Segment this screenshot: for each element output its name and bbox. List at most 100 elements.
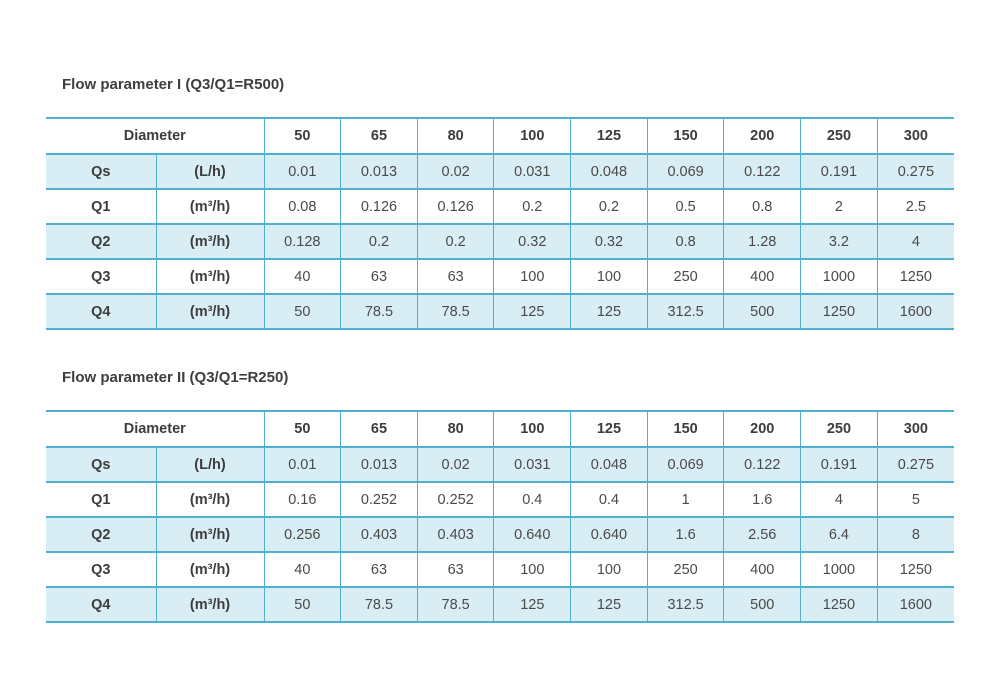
value-cell: 125 [493,587,571,622]
value-cell: 63 [416,259,494,294]
unit-cell: (m³/h) [155,552,264,587]
value-cell: 63 [340,259,418,294]
value-cell: 0.2 [416,224,494,259]
value-cell: 0.4 [493,482,571,517]
value-cell: 0.126 [416,189,494,224]
param-label-cell: Q1 [91,491,111,508]
value-cell: 0.013 [340,447,418,482]
value-cell: 0.32 [493,224,571,259]
value-cell: 50 [263,294,341,329]
value-cell: 1250 [800,587,878,622]
value-cell: 0.640 [570,517,648,552]
value-cell: 125 [570,587,648,622]
unit-cell: (m³/h) [155,189,264,224]
value-cell: 100 [570,259,648,294]
value-cell: 312.5 [646,587,724,622]
table-row: Q2 (m³/h) 0.256 0.403 0.403 0.640 0.640 1.6 2.56… [46,517,954,552]
value-cell: 312.5 [646,294,724,329]
value-cell: 0.069 [646,154,724,189]
value-cell: 0.2 [493,189,571,224]
value-cell: 0.8 [646,224,724,259]
value-cell: 1250 [876,552,954,587]
value-cell: 2.56 [723,517,801,552]
value-cell: 0.013 [340,154,418,189]
diameter-col-header: 250 [800,118,878,154]
value-cell: 0.02 [416,447,494,482]
value-cell: 1 [646,482,724,517]
value-cell: 0.8 [723,189,801,224]
table-row: Q3 (m³/h) 40 63 63 100 100 250 400 1000 1250 [46,259,954,294]
param-label-cell: Q2 [91,526,111,543]
value-cell: 1600 [876,294,954,329]
diameter-col-header: 80 [416,118,494,154]
value-cell: 0.275 [876,447,954,482]
diameter-col-header: 125 [570,411,648,447]
value-cell: 1000 [800,552,878,587]
value-cell: 500 [723,587,801,622]
param-label-cell: Q3 [91,268,111,285]
diameter-col-header: 200 [723,411,801,447]
table-row: Qs (L/h) 0.01 0.013 0.02 0.031 0.048 0.069 0.122… [46,154,954,189]
table-header-row: Diameter 50 65 80 100 125 150 200 250 300 [46,118,954,154]
unit-cell: (m³/h) [155,224,264,259]
diameter-col-header: 125 [570,118,648,154]
table-row: Qs (L/h) 0.01 0.013 0.02 0.031 0.048 0.069 0.122… [46,447,954,482]
diameter-col-header: 50 [263,118,341,154]
value-cell: 0.640 [493,517,571,552]
diameter-col-header: 65 [340,118,418,154]
value-cell: 40 [263,259,341,294]
value-cell: 0.2 [340,224,418,259]
value-cell: 40 [263,552,341,587]
value-cell: 0.5 [646,189,724,224]
value-cell: 1600 [876,587,954,622]
diameter-col-header: 65 [340,411,418,447]
value-cell: 0.08 [263,189,341,224]
diameter-col-header: 80 [416,411,494,447]
value-cell: 50 [263,587,341,622]
value-cell: 6.4 [800,517,878,552]
value-cell: 0.122 [723,154,801,189]
value-cell: 0.031 [493,154,571,189]
value-cell: 8 [876,517,954,552]
value-cell: 1000 [800,259,878,294]
value-cell: 78.5 [416,294,494,329]
diameter-corner-header: Diameter [123,421,186,437]
diameter-col-header: 300 [876,118,954,154]
value-cell: 0.32 [570,224,648,259]
value-cell: 78.5 [340,587,418,622]
unit-cell: (m³/h) [155,294,264,329]
table-row: Q4 (m³/h) 50 78.5 78.5 125 125 312.5 500 1250 1600 [46,587,954,622]
unit-cell: (m³/h) [155,259,264,294]
diameter-col-header: 250 [800,411,878,447]
value-cell: 100 [493,259,571,294]
value-cell: 0.16 [263,482,341,517]
value-cell: 400 [723,259,801,294]
value-cell: 0.403 [340,517,418,552]
value-cell: 4 [800,482,878,517]
value-cell: 4 [876,224,954,259]
value-cell: 0.252 [340,482,418,517]
value-cell: 63 [416,552,494,587]
value-cell: 0.031 [493,447,571,482]
param-label-cell: Qs [91,456,111,473]
diameter-corner-header: Diameter [123,128,186,144]
value-cell: 0.126 [340,189,418,224]
value-cell: 400 [723,552,801,587]
value-cell: 0.252 [416,482,494,517]
value-cell: 0.02 [416,154,494,189]
table-1-title: Flow parameter I (Q3/Q1=R500) [62,76,285,93]
value-cell: 63 [340,552,418,587]
diameter-col-header: 100 [493,411,571,447]
value-cell: 1.6 [723,482,801,517]
diameter-col-header: 100 [493,118,571,154]
value-cell: 0.191 [800,154,878,189]
value-cell: 0.01 [263,447,341,482]
table-header-row: Diameter 50 65 80 100 125 150 200 250 300 [46,411,954,447]
param-label-cell: Q1 [91,198,111,215]
param-label-cell: Q4 [91,596,111,613]
flow-parameter-section-1: Flow parameter I (Q3/Q1=R500) Diameter 5… [46,74,954,330]
param-label-cell: Qs [91,163,111,180]
value-cell: 0.256 [263,517,341,552]
value-cell: 125 [570,294,648,329]
